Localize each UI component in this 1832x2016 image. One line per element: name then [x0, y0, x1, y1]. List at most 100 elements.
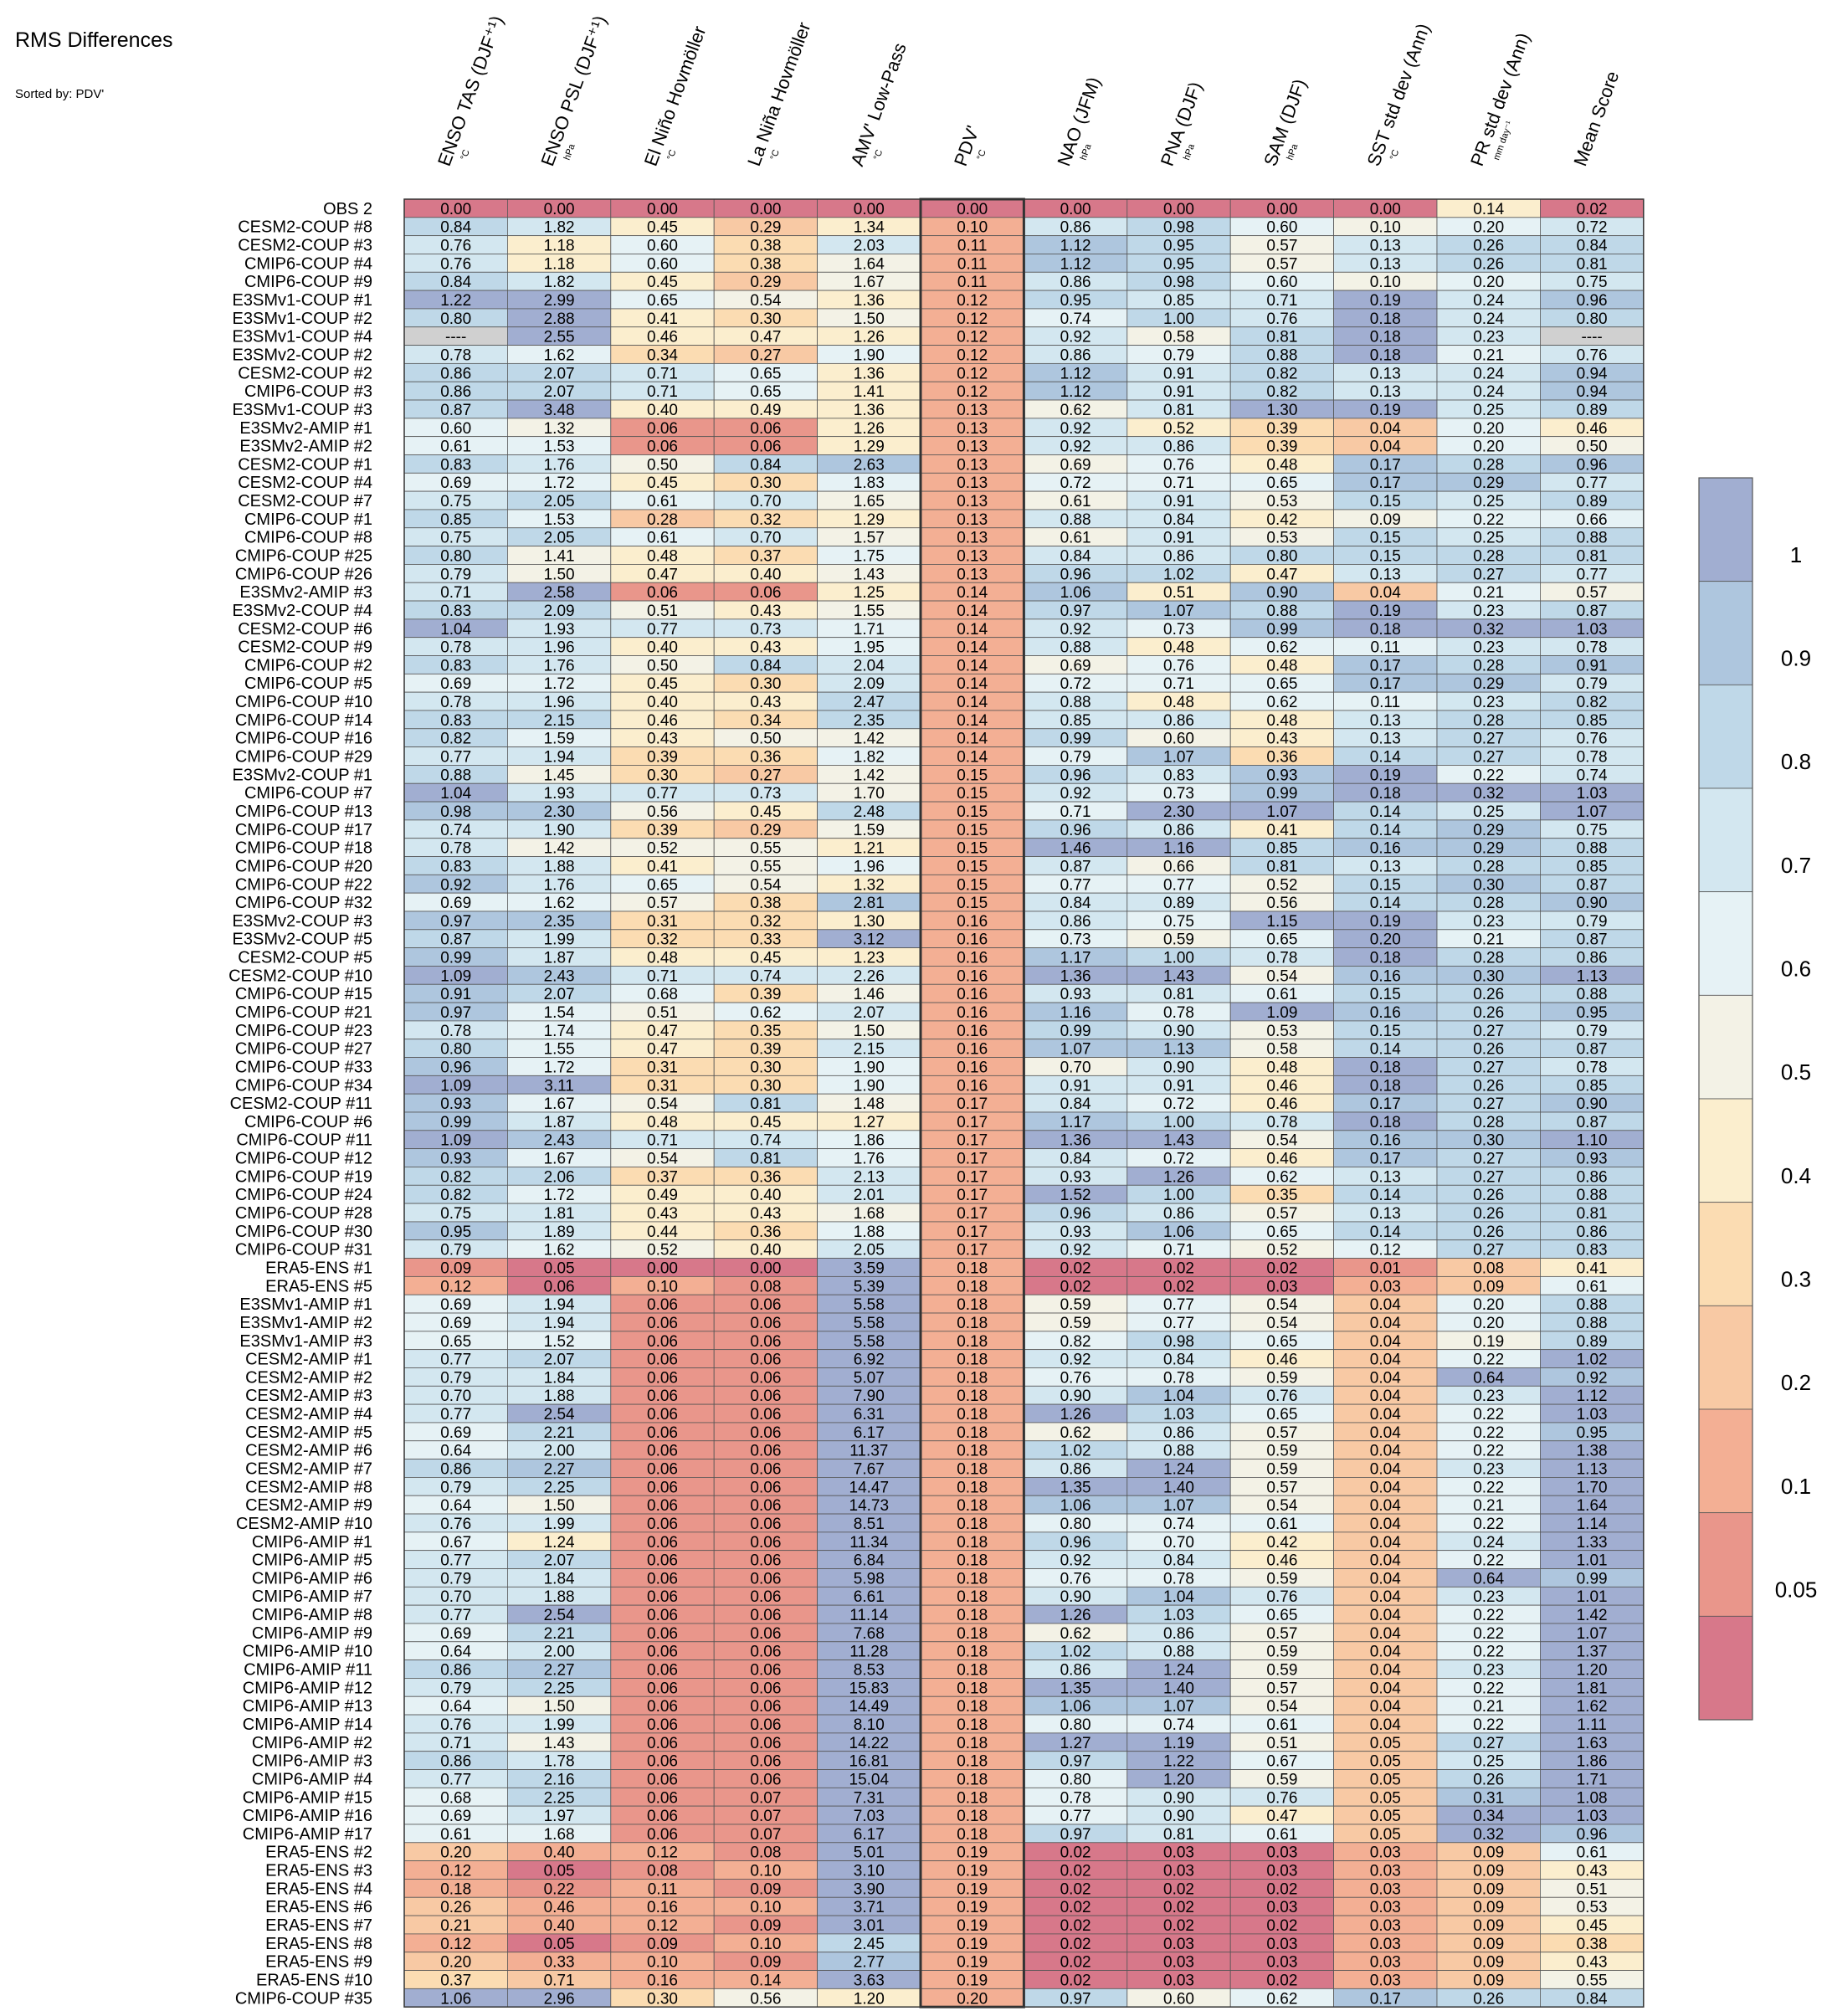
cell-value: 2.06: [544, 1168, 575, 1186]
cell-value: 0.71: [647, 383, 678, 401]
cell-value: 0.80: [440, 1041, 471, 1059]
cell-value: 0.02: [1163, 1880, 1194, 1898]
cell-value: 1.13: [1577, 1460, 1608, 1478]
colorbar-tick-label: 0.2: [1781, 1370, 1811, 1395]
cell-value: 0.17: [957, 1132, 988, 1150]
cell-value: 0.52: [1266, 1242, 1297, 1259]
cell-value: 1.90: [854, 346, 885, 364]
cell-value: 1.33: [1577, 1534, 1608, 1552]
cell-value: 2.05: [854, 1242, 885, 1259]
cell-value: 0.83: [440, 657, 471, 675]
cell-value: 0.57: [1266, 1205, 1297, 1223]
cell-value: 0.71: [647, 967, 678, 985]
cell-value: 0.54: [1266, 1698, 1297, 1716]
cell-value: 6.17: [854, 1826, 885, 1844]
cell-value: 1.32: [854, 876, 885, 894]
cell-value: 11.14: [849, 1607, 889, 1624]
cell-value: 3.10: [854, 1863, 885, 1880]
cell-value: 0.78: [1577, 639, 1608, 657]
cell-value: 0.02: [1060, 1278, 1091, 1295]
cell-value: 0.64: [1473, 1369, 1504, 1387]
cell-value: 0.13: [1370, 1205, 1401, 1223]
cell-value: 1.09: [440, 967, 471, 985]
cell-value: 0.87: [440, 402, 471, 419]
cell-value: 0.52: [1266, 876, 1297, 894]
cell-value: 0.86: [1060, 913, 1091, 931]
cell-value: 0.78: [440, 346, 471, 364]
cell-value: 0.06: [647, 1296, 678, 1314]
cell-value: 0.18: [957, 1315, 988, 1332]
cell-value: 0.06: [750, 1296, 781, 1314]
cell-value: 0.28: [1473, 858, 1504, 875]
cell-value: 0.06: [647, 1826, 678, 1844]
cell-value: 1.96: [544, 639, 575, 657]
cell-value: 0.10: [750, 1899, 781, 1916]
cell-value: 2.25: [544, 1680, 575, 1697]
cell-value: 0.06: [647, 420, 678, 438]
cell-value: 0.83: [440, 858, 471, 875]
cell-value: 0.19: [957, 1917, 988, 1935]
cell-value: 0.78: [1577, 749, 1608, 767]
cell-value: 0.16: [957, 950, 988, 967]
cell-value: 0.38: [1577, 1936, 1608, 1953]
cell-value: 0.05: [544, 1936, 575, 1953]
cell-value: 0.03: [1163, 1844, 1194, 1862]
cell-value: 0.86: [1060, 274, 1091, 291]
cell-value: 0.53: [1266, 1023, 1297, 1040]
cell-value: 2.43: [544, 967, 575, 985]
cell-value: 0.09: [1473, 1954, 1504, 1972]
cell-value: 0.84: [440, 219, 471, 237]
cell-value: 0.06: [750, 1406, 781, 1424]
cell-value: 1.87: [544, 950, 575, 967]
cell-value: 2.30: [544, 803, 575, 821]
cell-value: 0.16: [1370, 840, 1401, 858]
cell-value: 0.13: [957, 530, 988, 547]
cell-value: 0.18: [957, 1424, 988, 1442]
cell-value: 0.04: [1370, 1588, 1401, 1606]
cell-value: 1.19: [1163, 1735, 1194, 1752]
cell-value: 0.06: [750, 584, 781, 602]
cell-value: 0.46: [1577, 420, 1608, 438]
cell-value: 0.74: [1060, 310, 1091, 328]
cell-value: 1.06: [1060, 584, 1091, 602]
cell-value: 1.42: [854, 767, 885, 784]
cell-value: 1.72: [544, 1059, 575, 1076]
cell-value: 2.05: [544, 530, 575, 547]
cell-value: 0.35: [1266, 1187, 1297, 1204]
cell-value: 1.16: [1163, 840, 1194, 858]
cell-value: 2.03: [854, 238, 885, 255]
cell-value: 0.81: [750, 1151, 781, 1168]
cell-value: 0.41: [1266, 822, 1297, 839]
cell-value: 0.16: [647, 1972, 678, 1989]
column-header: PNA (DJF): [1157, 79, 1206, 168]
cell-value: 1.52: [544, 1333, 575, 1351]
cell-value: 0.91: [1163, 383, 1194, 401]
cell-value: 0.43: [750, 603, 781, 620]
cell-value: 0.40: [544, 1917, 575, 1935]
cell-value: 0.18: [1370, 1114, 1401, 1131]
cell-value: 1.76: [544, 456, 575, 474]
cell-value: 0.69: [1060, 657, 1091, 675]
cell-value: 0.06: [750, 1753, 781, 1771]
colorbar-tick-label: 0.3: [1781, 1266, 1811, 1291]
cell-value: 0.07: [750, 1808, 781, 1825]
cell-value: 0.04: [1370, 1333, 1401, 1351]
cell-value: 0.26: [1473, 238, 1504, 255]
cell-value: 1.00: [1163, 1114, 1194, 1131]
cell-value: 0.55: [1577, 1972, 1608, 1989]
cell-value: 0.29: [1473, 675, 1504, 693]
cell-value: 8.10: [854, 1716, 885, 1734]
row-label: CESM2-COUP #9: [238, 639, 372, 657]
cell-value: 0.27: [1473, 749, 1504, 767]
cell-value: 6.84: [854, 1552, 885, 1570]
cell-value: 0.09: [1473, 1880, 1504, 1898]
cell-value: 0.59: [1163, 931, 1194, 949]
row-label: E3SMv1-AMIP #2: [239, 1314, 372, 1332]
cell-value: 0.81: [1577, 255, 1608, 273]
cell-value: 0.19: [1370, 913, 1401, 931]
cell-value: 0.23: [1473, 1460, 1504, 1478]
cell-value: 0.22: [1473, 1644, 1504, 1661]
colorbar-tick-label: 0.6: [1781, 956, 1811, 981]
cell-value: 0.86: [440, 365, 471, 382]
cell-value: 1.68: [854, 1205, 885, 1223]
